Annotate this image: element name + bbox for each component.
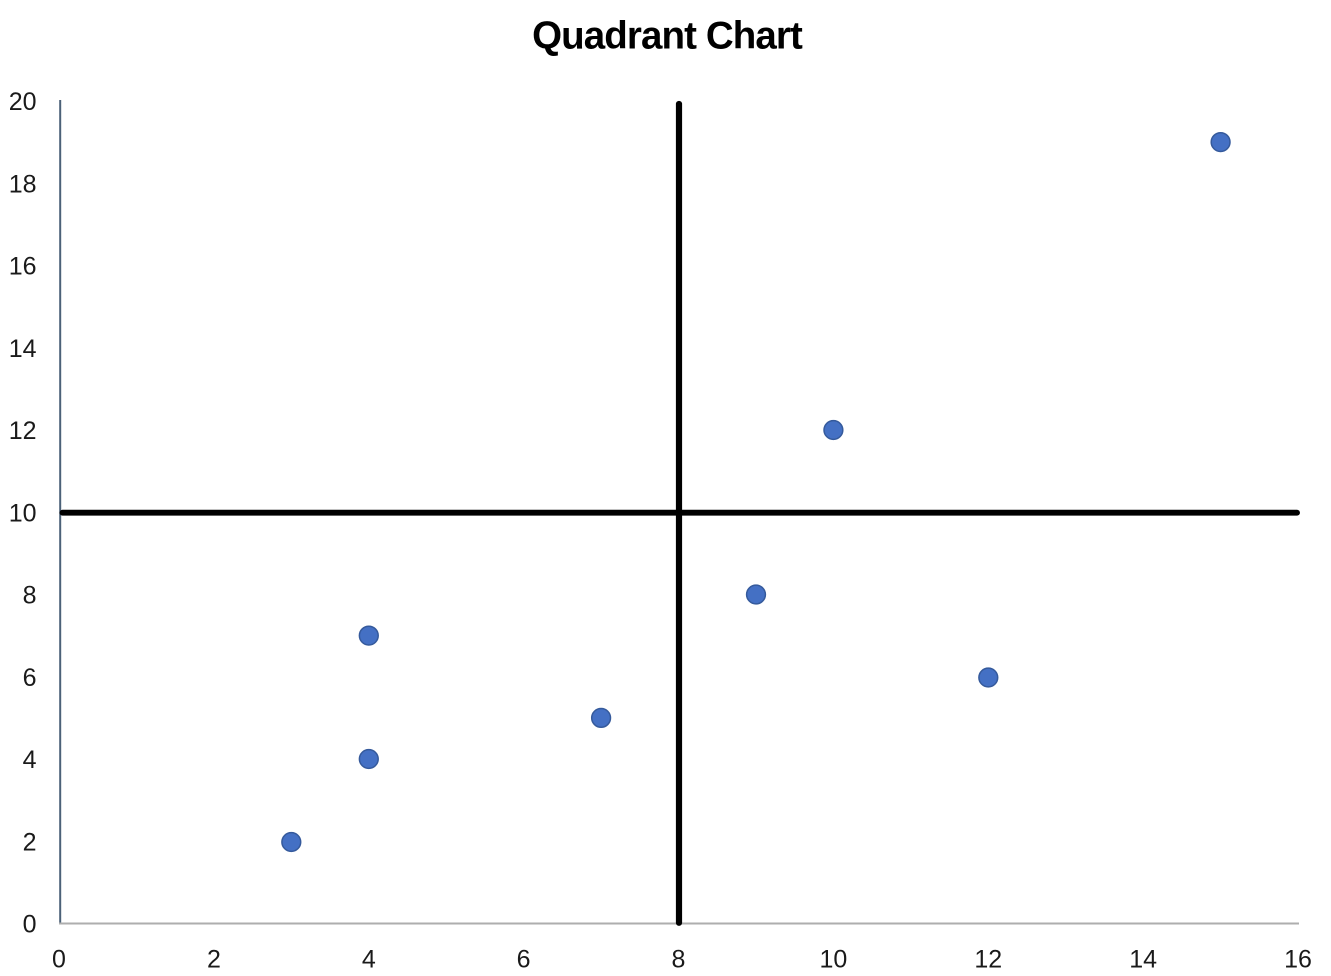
svg-text:12: 12 [974,946,1002,974]
svg-text:4: 4 [362,946,376,974]
svg-text:10: 10 [9,500,37,528]
svg-text:8: 8 [672,946,686,974]
svg-text:0: 0 [52,946,66,974]
svg-text:Quadrant Chart: Quadrant Chart [532,15,803,58]
svg-text:6: 6 [517,946,531,974]
svg-text:12: 12 [9,417,37,445]
svg-text:14: 14 [9,335,37,363]
svg-text:16: 16 [9,253,37,281]
svg-text:20: 20 [9,88,37,116]
svg-text:2: 2 [207,946,221,974]
svg-text:10: 10 [819,946,847,974]
svg-text:2: 2 [23,829,37,857]
svg-text:6: 6 [23,664,37,692]
svg-text:14: 14 [1129,946,1157,974]
svg-text:0: 0 [23,911,37,939]
svg-text:4: 4 [23,746,37,774]
svg-text:18: 18 [9,171,37,199]
svg-text:8: 8 [23,582,37,610]
svg-text:16: 16 [1284,946,1312,974]
